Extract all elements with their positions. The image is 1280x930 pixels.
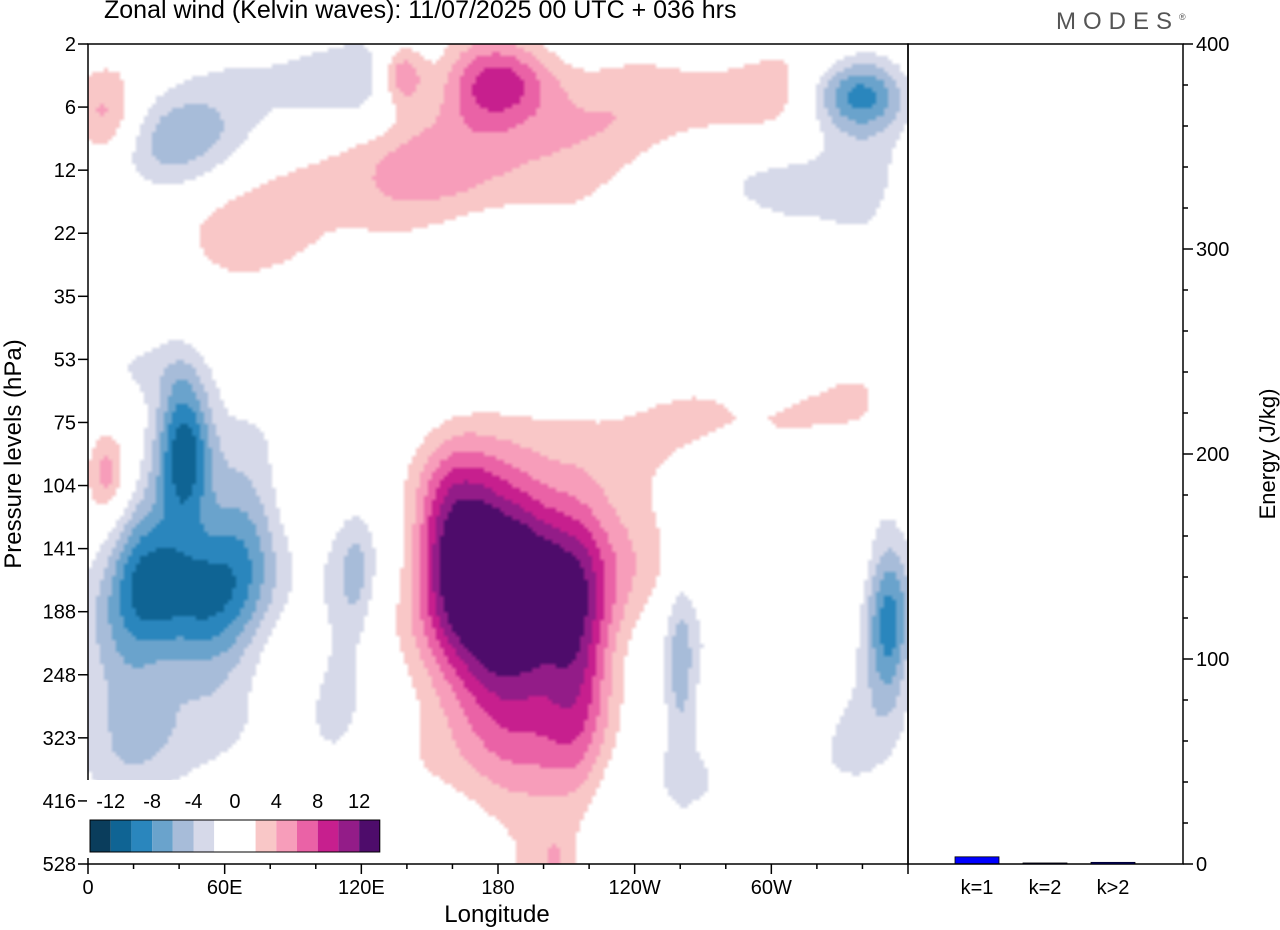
energy-tick-label: 200 xyxy=(1196,444,1229,466)
colorbar-swatch xyxy=(359,820,380,852)
x-tick-label: 0 xyxy=(82,877,93,899)
energy-tick-label: 0 xyxy=(1196,854,1207,876)
colorbar-swatch xyxy=(110,820,132,852)
wind-field-heatmap xyxy=(88,44,908,864)
x-tick-label: 60W xyxy=(751,877,792,899)
energy-bars: k=1 k=2 k>2 xyxy=(954,856,1136,899)
hovmoller-panel: 2 6 12 22 35 53 75 104 141 188 248 323 416 528 0 60E 12… xyxy=(0,34,909,928)
energy-bar-label: k>2 xyxy=(1097,877,1130,899)
x-axis-label: Longitude xyxy=(444,901,549,928)
y-tick-label: 323 xyxy=(43,728,76,750)
x-tick-label: 180 xyxy=(481,877,514,899)
y-tick-label: 2 xyxy=(65,34,76,56)
colorbar-swatch xyxy=(193,820,215,852)
colorbar-swatch xyxy=(255,820,277,852)
energy-tick-label: 300 xyxy=(1196,239,1229,261)
chart-title: Zonal wind (Kelvin waves): 11/07/2025 00… xyxy=(104,0,737,24)
y-tick-label: 35 xyxy=(54,286,76,308)
y-tick-label: 22 xyxy=(54,223,76,245)
colorbar-swatch xyxy=(214,820,235,852)
colorbar-swatch xyxy=(172,820,194,852)
y-tick-label: 75 xyxy=(54,412,76,434)
colorbar-swatch xyxy=(297,820,318,852)
colorbar-frame xyxy=(89,819,381,853)
energy-bar-label: k=2 xyxy=(1029,877,1062,899)
colorbar-label: -12 xyxy=(96,791,125,813)
energy-tick-label: 100 xyxy=(1196,649,1229,671)
colorbar-swatch xyxy=(276,820,297,852)
colorbar-swatch xyxy=(152,820,173,852)
y-tick-label: 528 xyxy=(43,854,76,876)
colorbar-label: 12 xyxy=(348,791,370,813)
y-axis-label: Pressure levels (hPa) xyxy=(0,339,27,568)
energy-frame xyxy=(907,43,1184,865)
colorbar-label: 0 xyxy=(229,791,240,813)
x-axis-longitude: 0 60E 120E 180 120W 60W xyxy=(82,864,909,899)
colorbar-swatch xyxy=(90,820,111,852)
colorbar-label: -8 xyxy=(143,791,161,813)
colorbar: -12 -8 -4 0 4 8 12 xyxy=(87,780,383,858)
y-tick-label: 416 xyxy=(43,791,76,813)
energy-bar-label: k=1 xyxy=(961,877,994,899)
y-axis-energy: 0 100 200 300 400 xyxy=(1183,34,1229,876)
y-axis-pressure: 2 6 12 22 35 53 75 104 141 188 248 323 416 528 xyxy=(43,34,88,876)
energy-bar xyxy=(954,856,1000,865)
x-tick-label: 60E xyxy=(207,877,243,899)
colorbar-swatch xyxy=(338,820,360,852)
colorbar-label: -4 xyxy=(185,791,203,813)
y-tick-label: 188 xyxy=(43,602,76,624)
colorbar-swatch xyxy=(317,820,339,852)
y-tick-label: 53 xyxy=(54,349,76,371)
y-tick-label: 6 xyxy=(65,97,76,119)
energy-axis-label: Energy (J/kg) xyxy=(1255,389,1280,520)
energy-panel: k=1 k=2 k>2 0 100 200 300 400 Energy (J/kg) xyxy=(907,34,1280,899)
y-tick-label: 141 xyxy=(43,539,76,561)
colorbar-swatch xyxy=(131,820,153,852)
colorbar-label: 4 xyxy=(271,791,282,813)
brand-logo: MODES® xyxy=(1056,8,1186,35)
y-tick-label: 12 xyxy=(54,160,76,182)
energy-tick-label: 400 xyxy=(1196,34,1229,56)
colorbar-swatch xyxy=(234,820,256,852)
x-tick-label: 120W xyxy=(609,877,661,899)
y-tick-label: 248 xyxy=(43,665,76,687)
x-tick-label: 120E xyxy=(338,877,385,899)
colorbar-label: 8 xyxy=(312,791,323,813)
y-tick-label: 104 xyxy=(43,476,76,498)
